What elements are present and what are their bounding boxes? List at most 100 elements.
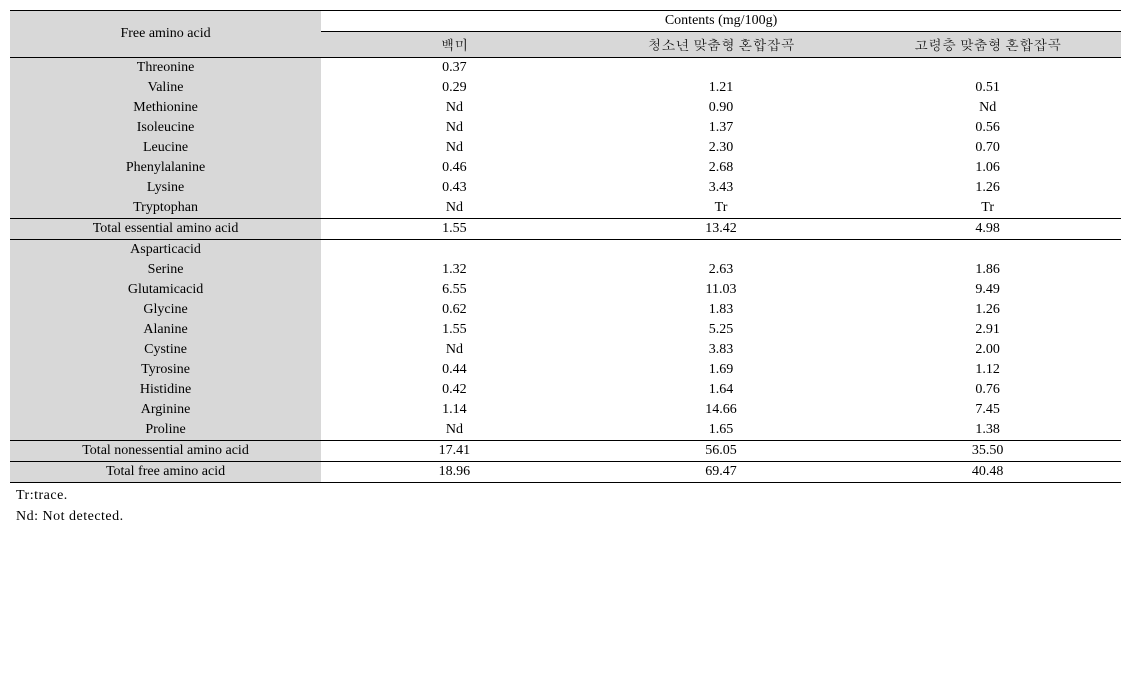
amino-acid-table: Free amino acid Contents (mg/100g) 백미 청소… <box>10 10 1121 483</box>
cell-value: 11.03 <box>588 280 855 300</box>
cell-value <box>854 240 1121 261</box>
cell-value: Nd <box>321 138 588 158</box>
table-row: Alanine1.555.252.91 <box>10 320 1121 340</box>
table-row: Lysine0.433.431.26 <box>10 178 1121 198</box>
cell-value: 0.76 <box>854 380 1121 400</box>
cell-value: 7.45 <box>854 400 1121 420</box>
cell-value: 0.37 <box>321 58 588 79</box>
cell-value: 1.37 <box>588 118 855 138</box>
cell-value: 2.00 <box>854 340 1121 360</box>
footnotes: Tr:trace. Nd: Not detected. <box>10 485 1121 527</box>
row-label: Glycine <box>10 300 321 320</box>
cell-value: 5.25 <box>588 320 855 340</box>
row-label: Cystine <box>10 340 321 360</box>
cell-value: 40.48 <box>854 462 1121 483</box>
cell-value: 1.12 <box>854 360 1121 380</box>
cell-value: 1.26 <box>854 300 1121 320</box>
cell-value: 2.91 <box>854 320 1121 340</box>
row-label: Valine <box>10 78 321 98</box>
cell-value: 69.47 <box>588 462 855 483</box>
cell-value <box>588 240 855 261</box>
cell-value: 1.83 <box>588 300 855 320</box>
cell-value: 1.55 <box>321 320 588 340</box>
row-label: Asparticacid <box>10 240 321 261</box>
table-row: ProlineNd1.651.38 <box>10 420 1121 441</box>
cell-value: 1.55 <box>321 219 588 240</box>
table-row: Tyrosine0.441.691.12 <box>10 360 1121 380</box>
table-row: Threonine0.37 <box>10 58 1121 79</box>
cell-value: 1.38 <box>854 420 1121 441</box>
cell-value: 2.63 <box>588 260 855 280</box>
table-row: Valine0.291.210.51 <box>10 78 1121 98</box>
table-row: Total free amino acid18.9669.4740.48 <box>10 462 1121 483</box>
cell-value: 0.56 <box>854 118 1121 138</box>
row-header-label: Free amino acid <box>10 11 321 58</box>
footnote: Tr:trace. <box>16 485 1121 506</box>
cell-value: Nd <box>321 198 588 219</box>
cell-value: 17.41 <box>321 441 588 462</box>
cell-value: 35.50 <box>854 441 1121 462</box>
cell-value: 0.62 <box>321 300 588 320</box>
cell-value: 56.05 <box>588 441 855 462</box>
table-row: CystineNd3.832.00 <box>10 340 1121 360</box>
column-header: 백미 <box>321 32 588 58</box>
column-header: 고령층 맞춤형 혼합잡곡 <box>854 32 1121 58</box>
table-row: LeucineNd2.300.70 <box>10 138 1121 158</box>
cell-value: 2.30 <box>588 138 855 158</box>
table-row: Glutamicacid6.5511.039.49 <box>10 280 1121 300</box>
table-row: TryptophanNdTrTr <box>10 198 1121 219</box>
cell-value: 3.43 <box>588 178 855 198</box>
cell-value: 2.68 <box>588 158 855 178</box>
cell-value: 6.55 <box>321 280 588 300</box>
cell-value <box>321 240 588 261</box>
cell-value: 1.65 <box>588 420 855 441</box>
table-row: Asparticacid <box>10 240 1121 261</box>
row-label: Total free amino acid <box>10 462 321 483</box>
cell-value: 0.44 <box>321 360 588 380</box>
row-label: Leucine <box>10 138 321 158</box>
cell-value: 1.64 <box>588 380 855 400</box>
cell-value: 1.21 <box>588 78 855 98</box>
table-row: Total essential amino acid1.5513.424.98 <box>10 219 1121 240</box>
table-row: IsoleucineNd1.370.56 <box>10 118 1121 138</box>
row-label: Threonine <box>10 58 321 79</box>
row-label: Serine <box>10 260 321 280</box>
row-label: Total nonessential amino acid <box>10 441 321 462</box>
row-label: Methionine <box>10 98 321 118</box>
table-row: MethionineNd0.90Nd <box>10 98 1121 118</box>
table-row: Serine1.322.631.86 <box>10 260 1121 280</box>
row-label: Tryptophan <box>10 198 321 219</box>
cell-value: Tr <box>854 198 1121 219</box>
cell-value: 1.26 <box>854 178 1121 198</box>
cell-value: 0.90 <box>588 98 855 118</box>
table-row: Total nonessential amino acid17.4156.053… <box>10 441 1121 462</box>
cell-value: 0.70 <box>854 138 1121 158</box>
cell-value: 4.98 <box>854 219 1121 240</box>
cell-value: 13.42 <box>588 219 855 240</box>
cell-value: 0.51 <box>854 78 1121 98</box>
row-label: Lysine <box>10 178 321 198</box>
column-header: 청소년 맞춤형 혼합잡곡 <box>588 32 855 58</box>
cell-value: Nd <box>321 420 588 441</box>
cell-value <box>588 58 855 79</box>
cell-value: 3.83 <box>588 340 855 360</box>
cell-value: Nd <box>321 98 588 118</box>
cell-value: Nd <box>321 118 588 138</box>
row-label: Isoleucine <box>10 118 321 138</box>
cell-value <box>854 58 1121 79</box>
cell-value: 18.96 <box>321 462 588 483</box>
cell-value: Nd <box>854 98 1121 118</box>
table-row: Histidine0.421.640.76 <box>10 380 1121 400</box>
cell-value: 1.32 <box>321 260 588 280</box>
super-header: Contents (mg/100g) <box>321 11 1121 32</box>
cell-value: 1.06 <box>854 158 1121 178</box>
cell-value: 0.46 <box>321 158 588 178</box>
cell-value: 9.49 <box>854 280 1121 300</box>
footnote: Nd: Not detected. <box>16 506 1121 527</box>
table-row: Glycine0.621.831.26 <box>10 300 1121 320</box>
cell-value: 1.86 <box>854 260 1121 280</box>
row-label: Arginine <box>10 400 321 420</box>
row-label: Glutamicacid <box>10 280 321 300</box>
cell-value: 14.66 <box>588 400 855 420</box>
cell-value: 0.29 <box>321 78 588 98</box>
